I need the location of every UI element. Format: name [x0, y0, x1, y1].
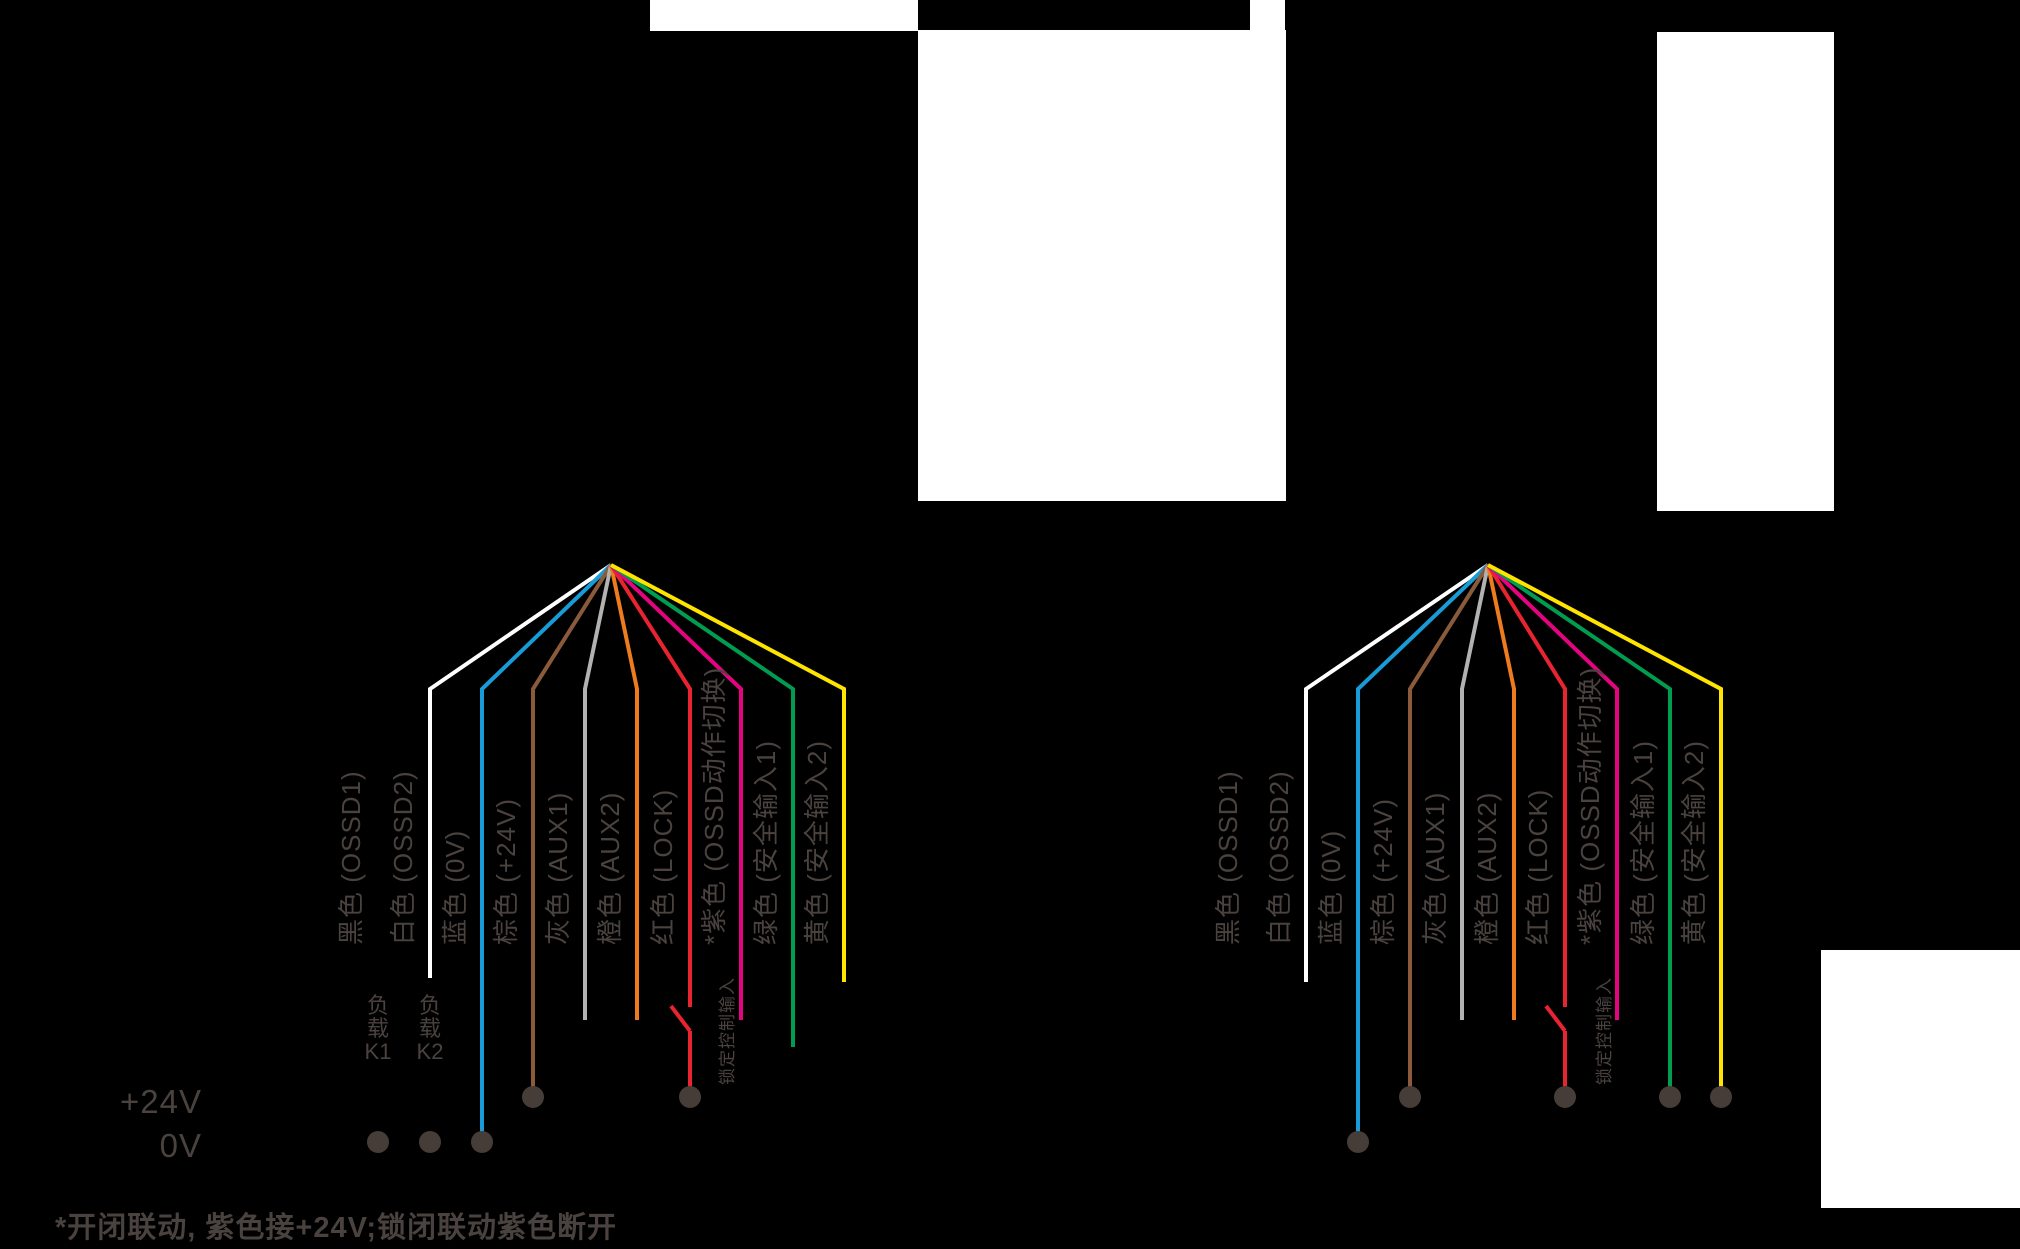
diagram-left-wire-orange-aux2	[609, 564, 639, 1020]
diagram-left-wire-purple-ossd-switch-label: *紫色 (OSSD动作切换)	[699, 667, 729, 945]
diagram-left-load-label-2: K2	[417, 1039, 444, 1064]
diagram-right-wire-green-safety-in1	[1486, 563, 1672, 1090]
diagram-left-wire-gray-aux1	[583, 564, 613, 1020]
diagram-right-wire-white-ossd2	[1304, 563, 1490, 982]
power-label-0v: 0V	[159, 1127, 202, 1164]
diagram-right-wire-red-lock	[1486, 563, 1567, 1007]
diagram-right-wire-blue-0v	[1356, 563, 1490, 1136]
diagram-left-wire-yellow-safety-in2	[610, 563, 846, 982]
diagram-right-wire-red-lock-switch-lever	[1544, 1004, 1567, 1033]
diagram-right-wire-purple-ossd-switch-label: *紫色 (OSSD动作切换)	[1575, 667, 1605, 945]
diagram-right-wire-black-ossd1	[1253, 563, 1489, 1020]
diagram-right-wire-red-lock-terminal-dot	[1554, 1086, 1576, 1108]
diagram-left-wire-green-safety-in1-label: 绿色 (安全输入1)	[751, 740, 781, 945]
diagram-right-wire-green-safety-in1-label: 绿色 (安全输入1)	[1628, 740, 1658, 945]
diagram-right-wire-green-safety-in1-terminal-dot	[1659, 1086, 1681, 1108]
diagram-right-wire-yellow-safety-in2-label: 黄色 (安全输入2)	[1679, 740, 1709, 945]
diagram-right-wire-white-ossd2-label: 白色 (OSSD2)	[1264, 770, 1294, 945]
diagram-left-wire-white-ossd2-terminal-dot	[419, 1131, 441, 1153]
diagram-right-wire-gray-aux1	[1460, 564, 1490, 1020]
diagram-left-wire-black-ossd1	[376, 563, 612, 1136]
diagram-left-load-label-1: 载	[367, 1016, 389, 1041]
power-label-24v: +24V	[120, 1083, 202, 1120]
diagram-left-wire-gray-aux1-label: 灰色 (AUX1)	[543, 792, 573, 945]
diagram-left-wire-orange-aux2-label: 橙色 (AUX2)	[595, 792, 625, 945]
white-region-right-of-device	[1657, 32, 1834, 511]
diagram-left-lock-control-input-label: 锁定控制输入	[718, 977, 737, 1085]
diagram-left-wire-brown-24v	[531, 563, 613, 1090]
diagram-right-wire-blue-0v-terminal-dot	[1347, 1131, 1369, 1153]
diagram-right-wire-orange-aux2-label: 橙色 (AUX2)	[1472, 792, 1502, 945]
white-region-bottom-right	[1821, 950, 2020, 1208]
diagram-right-wire-red-lock-label: 红色 (LOCK)	[1523, 789, 1553, 945]
white-region-top-strip-left	[650, 0, 918, 31]
diagram-left-load-label-2: 载	[419, 1016, 441, 1041]
diagram-left-wire-black-ossd1-terminal-dot	[367, 1131, 389, 1153]
diagram-right-wire-purple-ossd-switch	[1486, 563, 1619, 1020]
white-region-between-devices	[918, 30, 1286, 501]
diagram-right-wire-brown-24v-label: 棕色 (+24V)	[1368, 798, 1398, 945]
diagram-left-load-label-1: 负	[367, 993, 389, 1018]
diagram-right-wire-black-ossd1-label: 黑色 (OSSD1)	[1213, 770, 1243, 945]
diagram-left-wire-black-ossd1-label: 黑色 (OSSD1)	[336, 770, 366, 945]
diagram-right-wire-gray-aux1-label: 灰色 (AUX1)	[1420, 792, 1450, 945]
diagram-right-wire-yellow-safety-in2	[1487, 563, 1723, 1090]
diagram-left-wire-purple-ossd-switch	[609, 563, 743, 1020]
diagram-left-wire-yellow-safety-in2-label: 黄色 (安全输入2)	[802, 740, 832, 945]
diagram-left-wire-white-ossd2-label: 白色 (OSSD2)	[388, 770, 418, 945]
diagram-left-wire-blue-0v-terminal-dot	[471, 1131, 493, 1153]
diagram-right-lock-control-input-label: 锁定控制输入	[1595, 977, 1614, 1085]
diagram-right-wire-brown-24v-terminal-dot	[1399, 1086, 1421, 1108]
diagram-right-wire-brown-24v	[1408, 563, 1490, 1090]
white-region-top-strip-right	[1250, 0, 1285, 31]
diagram-left-wire-red-lock-terminal-dot	[679, 1086, 701, 1108]
diagram-left-wire-red-lock	[609, 563, 692, 1007]
diagram-right-wire-blue-0v-label: 蓝色 (0V)	[1316, 830, 1346, 945]
diagram-left-wire-brown-24v-terminal-dot	[522, 1086, 544, 1108]
diagram-left-load-label-2: 负	[419, 993, 441, 1018]
diagram-left-wire-red-lock-label: 红色 (LOCK)	[648, 789, 678, 945]
diagram-left-wire-green-safety-in1	[609, 563, 795, 1047]
diagram-left-wire-red-lock-switch-lever	[669, 1004, 692, 1033]
diagram-right-wire-yellow-safety-in2-terminal-dot	[1710, 1086, 1732, 1108]
footnote-interlock-note: *开闭联动, 紫色接+24V;锁闭联动紫色断开	[55, 1212, 617, 1244]
diagram-left-load-label-1: K1	[365, 1039, 392, 1064]
diagram-left-wire-white-ossd2	[428, 563, 613, 978]
diagram-left-wire-blue-0v-label: 蓝色 (0V)	[440, 830, 470, 945]
diagram-left-wire-brown-24v-label: 棕色 (+24V)	[491, 798, 521, 945]
diagram-right-wire-orange-aux2	[1486, 564, 1516, 1020]
diagram-left-wire-blue-0v	[480, 563, 613, 1136]
